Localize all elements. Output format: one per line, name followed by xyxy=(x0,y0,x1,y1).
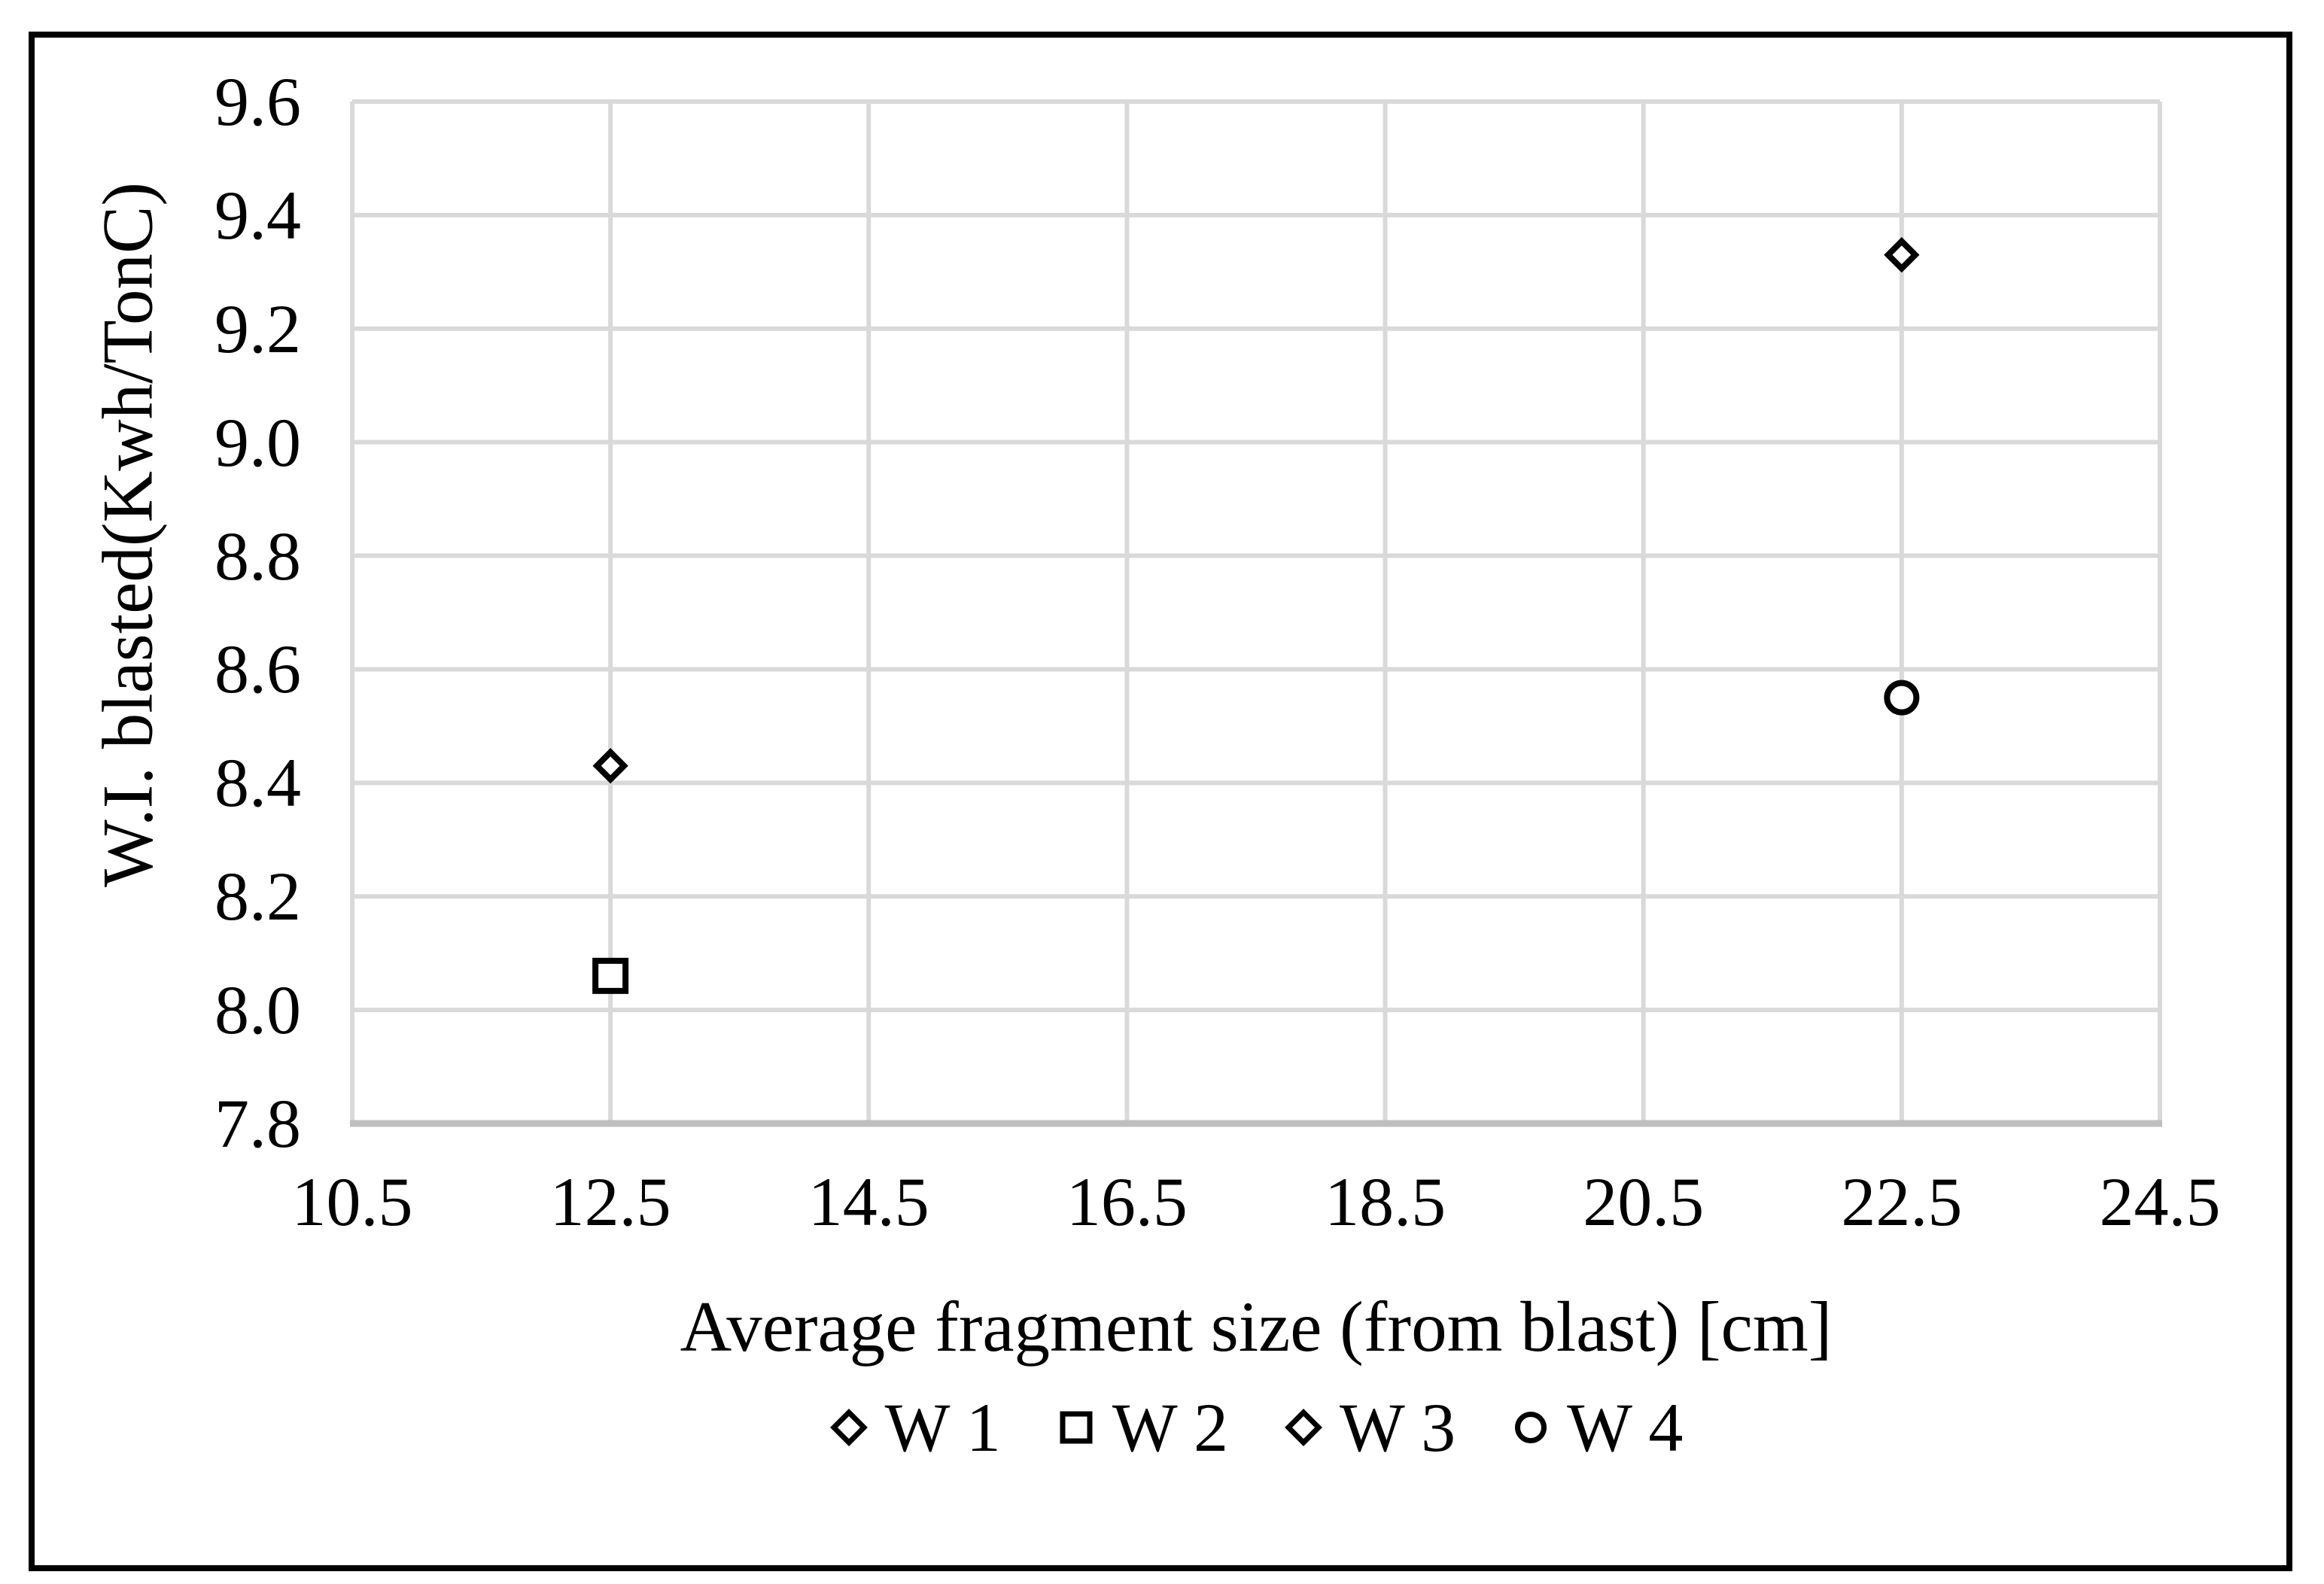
legend-label: W 3 xyxy=(1340,1389,1456,1466)
legend-marker-diamond-icon xyxy=(829,1409,868,1446)
legend-item-w2: W 2 xyxy=(1057,1393,1228,1462)
circle-icon xyxy=(1515,1412,1547,1443)
y-axis-title: W.I. blasted(Kwh/TonC) xyxy=(87,181,168,888)
y-tick-label: 8.8 xyxy=(214,517,301,594)
legend-marker-square-icon xyxy=(1060,1411,1093,1444)
x-tick-label: 22.5 xyxy=(1841,1163,1963,1240)
y-tick-label: 8.4 xyxy=(214,744,301,822)
x-tick-label: 24.5 xyxy=(2099,1163,2221,1240)
outer-border xyxy=(29,32,2292,1571)
x-tick-label: 16.5 xyxy=(1066,1163,1188,1240)
y-tick-label: 9.0 xyxy=(214,403,301,481)
legend-marker-diamond-icon xyxy=(1285,1409,1322,1446)
x-tick-label: 12.5 xyxy=(549,1163,671,1240)
x-tick-label: 10.5 xyxy=(291,1163,413,1240)
y-tick-label: 8.2 xyxy=(214,858,301,935)
legend-item-w1: W 1 xyxy=(829,1393,1001,1462)
diamond-icon xyxy=(829,1409,868,1446)
y-tick-label: 8.0 xyxy=(214,971,301,1049)
legend-item-w4: W 4 xyxy=(1511,1393,1683,1462)
y-tick-label: 8.6 xyxy=(214,631,301,708)
legend-item-w3: W 3 xyxy=(1284,1393,1456,1462)
y-tick-label: 9.6 xyxy=(214,63,301,140)
x-tick-label: 14.5 xyxy=(808,1163,929,1240)
square-icon xyxy=(1060,1411,1093,1444)
legend-label: W 4 xyxy=(1567,1389,1684,1466)
x-axis-title: Average fragment size (from blast) [cm] xyxy=(680,1287,1833,1367)
data-point-w2 xyxy=(592,957,629,994)
legend: W 1 W 2 W 3 W 4 xyxy=(352,1393,2160,1462)
diamond-icon xyxy=(1285,1409,1322,1446)
legend-label: W 1 xyxy=(884,1389,1001,1466)
y-tick-label: 9.4 xyxy=(214,176,301,254)
x-tick-label: 18.5 xyxy=(1325,1163,1446,1240)
data-point-w3 xyxy=(1884,237,1920,273)
x-tick-label: 20.5 xyxy=(1583,1163,1705,1240)
data-point-w1 xyxy=(592,748,628,784)
y-tick-label: 9.2 xyxy=(214,290,301,367)
y-tick-label: 7.8 xyxy=(214,1085,301,1162)
legend-label: W 2 xyxy=(1112,1389,1228,1466)
data-point-w4 xyxy=(1884,680,1920,716)
legend-marker-circle-icon xyxy=(1515,1412,1547,1443)
